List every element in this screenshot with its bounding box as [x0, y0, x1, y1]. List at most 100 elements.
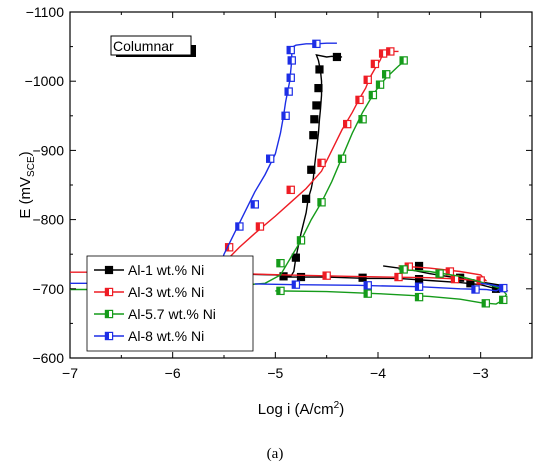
- data-point-marker: [322, 271, 331, 280]
- marker-half-fill: [376, 81, 381, 89]
- data-point-marker: [414, 282, 424, 291]
- marker-half-fill: [436, 269, 440, 278]
- data-point-marker: [296, 272, 306, 282]
- x-tick-label: −7: [62, 365, 78, 381]
- marker-half-fill: [355, 96, 360, 104]
- y-tick-label: −1000: [25, 73, 65, 89]
- marker-half-fill: [477, 276, 481, 285]
- x-axis-title: Log i (A/cm2): [258, 400, 344, 418]
- marker-half-fill: [343, 120, 348, 128]
- data-point-marker: [363, 281, 372, 290]
- legend: Al-1 wt.% Ni Al-3 wt.% Ni Al-5.7 wt.% Ni Al…: [86, 255, 254, 352]
- marker-half-fill: [105, 332, 109, 340]
- marker-half-fill: [105, 310, 109, 318]
- legend-marker: [104, 331, 114, 341]
- data-point-marker: [368, 90, 378, 100]
- y-tick-label: −1100: [26, 4, 64, 20]
- axes-layer: −7 −6 −5 −4 −3 −600 −700 −800 −900 −1000 −1100: [25, 4, 532, 381]
- series-anodic-line: [234, 265, 488, 282]
- marker-half-fill: [317, 159, 322, 167]
- data-point-marker: [414, 261, 424, 271]
- marker-half-fill: [451, 275, 455, 283]
- data-point-marker: [337, 154, 347, 163]
- data-point-marker: [276, 258, 285, 268]
- marker-half-fill: [312, 40, 317, 48]
- marker-half-fill: [297, 236, 301, 244]
- marker-half-fill: [386, 47, 391, 56]
- data-point-marker: [291, 253, 300, 262]
- marker-half-fill: [364, 76, 368, 84]
- y-axis-title: E (mVSCE): [17, 151, 37, 218]
- marker-half-fill: [371, 60, 375, 68]
- data-point-marker: [291, 280, 301, 289]
- data-point-marker: [255, 222, 265, 231]
- legend-entry: Al-1 wt.% Ni: [94, 262, 204, 278]
- data-point-marker: [414, 275, 424, 284]
- legend-label: Al-1 wt.% Ni: [128, 262, 204, 278]
- data-point-marker: [382, 70, 391, 79]
- data-point-marker: [250, 200, 259, 209]
- legend-entry: Al-3 wt.% Ni: [94, 284, 204, 300]
- data-point-marker: [284, 87, 293, 96]
- y-tick-label: −800: [32, 212, 64, 228]
- data-point-marker: [286, 73, 295, 82]
- figure-caption: (a): [266, 446, 284, 462]
- marker-half-fill: [446, 267, 450, 276]
- marker-half-fill: [471, 285, 476, 294]
- legend-entry: Al-8 wt.% Ni: [94, 328, 204, 344]
- data-point-marker: [317, 198, 326, 207]
- data-point-marker: [276, 286, 285, 296]
- marker-half-fill: [105, 288, 109, 296]
- legend-label: Al-8 wt.% Ni: [128, 328, 204, 344]
- marker-half-fill: [285, 87, 289, 96]
- legend-label: Al-3 wt.% Ni: [128, 284, 204, 300]
- marker-half-fill: [276, 259, 281, 267]
- data-point-marker: [310, 115, 319, 124]
- data-point-marker: [266, 154, 275, 163]
- data-point-marker: [499, 295, 508, 305]
- data-point-marker: [370, 59, 380, 69]
- y-tick-label: −600: [32, 350, 64, 366]
- data-point-marker: [307, 165, 316, 174]
- data-point-marker: [471, 285, 480, 294]
- data-point-marker: [235, 222, 244, 231]
- data-point-marker: [399, 56, 408, 65]
- data-point-marker: [499, 283, 508, 293]
- legend-marker: [104, 265, 114, 275]
- marker-half-fill: [415, 293, 420, 301]
- data-point-marker: [399, 265, 408, 274]
- annotation-label: Columnar: [113, 38, 174, 54]
- annotation-box: Columnar: [110, 35, 196, 57]
- legend-marker: [104, 309, 114, 319]
- data-point-marker: [332, 52, 342, 62]
- data-point-marker: [343, 119, 352, 129]
- data-point-marker: [414, 292, 424, 302]
- data-point-marker: [302, 194, 311, 203]
- marker-half-fill: [394, 273, 399, 281]
- marker-half-fill: [317, 198, 322, 206]
- data-point-marker: [312, 39, 321, 49]
- data-point-marker: [287, 56, 296, 65]
- marker-half-fill: [379, 49, 384, 58]
- data-point-marker: [286, 45, 295, 55]
- data-point-marker: [363, 289, 372, 298]
- marker-half-fill: [235, 222, 240, 231]
- marker-half-fill: [251, 200, 255, 208]
- legend-entry: Al-5.7 wt.% Ni: [94, 306, 216, 322]
- x-tick-label: −4: [370, 365, 386, 381]
- data-point-marker: [386, 47, 395, 56]
- marker-half-fill: [499, 284, 504, 292]
- y-tick-label: −900: [32, 142, 64, 158]
- marker-half-fill: [382, 70, 387, 78]
- legend-marker: [104, 287, 114, 297]
- marker-half-fill: [364, 281, 368, 289]
- marker-half-fill: [287, 74, 291, 82]
- legend-label: Al-5.7 wt.% Ni: [128, 306, 216, 322]
- marker-half-fill: [400, 56, 404, 65]
- data-point-marker: [394, 272, 403, 282]
- marker-half-fill: [338, 155, 343, 163]
- marker-half-fill: [288, 56, 292, 65]
- marker-half-fill: [482, 299, 486, 307]
- data-point-marker: [315, 65, 324, 74]
- marker-half-fill: [282, 112, 286, 120]
